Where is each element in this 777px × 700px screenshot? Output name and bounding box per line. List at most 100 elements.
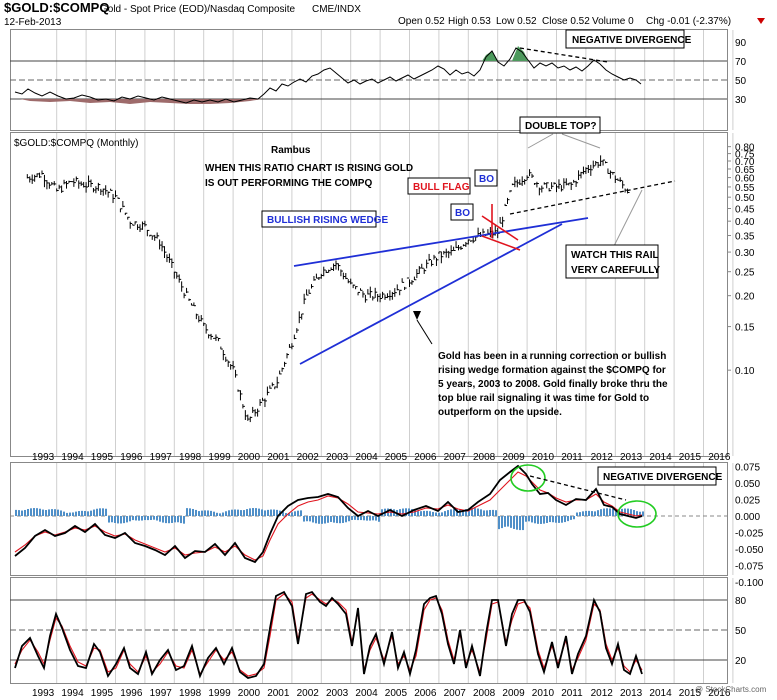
macd-hist-bar [414,509,416,516]
macd-hist-bar [456,509,458,516]
ohlc-low: Low 0.52 [496,16,537,27]
macd-hist-bar [117,516,119,524]
chart-exchange: CME/INDX [312,4,361,15]
macd-hist-bar [366,516,368,521]
stoch-tick: 80 [735,596,747,607]
arrow-icon [413,311,421,320]
bull-flag-label: BULL FLAG [413,182,470,193]
chart-description: Gold - Spot Price (EOD)/Nasdaq Composite [100,4,296,15]
macd-hist-bar [159,516,161,522]
macd-hist-bar [30,508,32,516]
macd-hist-bar [351,516,353,520]
year-label-1993: 1993 [32,452,55,463]
year-label-2001: 2001 [267,688,290,699]
year-label-2004: 2004 [355,452,378,463]
macd-hist-bar [195,509,197,516]
main-tick: 0.20 [735,292,755,303]
year-label-2000: 2000 [238,452,261,463]
macd-hist-bar [54,509,56,516]
macd-hist-bar [210,510,212,516]
rambus-label: Rambus [271,145,311,156]
macd-hist-bar [492,509,494,516]
year-label-1997: 1997 [150,452,173,463]
macd-hist-bar [372,516,374,521]
macd-hist-bar [588,510,590,516]
macd-hist-bar [225,511,227,516]
macd-hist-bar [405,508,407,516]
macd-hist-bar [582,511,584,516]
macd-hist-bar [75,511,77,516]
macd-hist-bar [561,516,563,523]
ohlc-close: Close 0.52 [542,16,590,27]
ohlc-volume: Volume 0 [592,16,634,27]
macd-hist-bar [438,512,440,516]
macd-hist-bar [192,508,194,516]
macd-hist-bar [126,516,128,523]
top-osc-overbought-fill-1 [482,51,498,61]
ohlc-change: Chg -0.01 (-2.37%) [646,16,731,27]
macd-hist-bar [57,509,59,516]
main-tick: 0.50 [735,193,755,204]
macd-tick: 0.025 [735,496,760,507]
macd-hist-bar [135,516,137,521]
macd-hist-bar [378,516,380,522]
top-oscillator-line [14,47,642,104]
macd-hist-bar [312,516,314,523]
macd-hist-bar [324,516,326,524]
watch-rail-box [565,244,659,279]
year-label-2001: 2001 [267,452,290,463]
macd-yaxis: 0.075 0.050 0.025 0.000 -0.025 -0.050 -0.075 -0… [735,463,764,590]
macd-hist-bar [471,508,473,516]
macd-hist-bar [306,516,308,522]
commentary-line-1: Gold has been in a running correction or… [438,351,666,362]
year-label-2009: 2009 [502,452,525,463]
macd-hist-bar [282,511,284,516]
xaxis-year-labels-bottom: 1993 1994 1995 1996 1997 1998 1999 2000 2001 2002… [32,688,731,699]
macd-hist-bar [120,516,122,524]
year-label-1996: 1996 [120,452,143,463]
macd-hist-bar [327,516,329,523]
macd-hist-bar [21,510,23,516]
macd-hist-bar [495,510,497,516]
macd-hist-bar [606,508,608,516]
top-osc-oversold-fill [20,99,262,104]
macd-hist-bar [354,516,356,520]
macd-hist-bar [270,509,272,516]
macd-tick: 0.050 [735,479,760,490]
macd-hist-bar [108,516,110,523]
bo-label-2: BO [455,208,470,219]
macd-hist-bar [252,508,254,516]
macd-hist-bar [609,508,611,516]
macd-hist-bar [483,510,485,516]
macd-hist-bar [141,516,143,521]
macd-hist-bar [285,513,287,516]
main-tick: 0.70 [735,157,755,168]
macd-hist-bar [66,512,68,516]
macd-hist-bar [177,516,179,523]
macd-hist-bar [276,509,278,516]
main-tick: 0.30 [735,248,755,259]
year-label-2008: 2008 [473,688,496,699]
macd-hist-bar [261,509,263,516]
macd-hist-bar [597,510,599,516]
macd-hist-bar [447,510,449,516]
macd-hist-bar [522,516,524,531]
stoch-yaxis: 80 50 20 [735,596,747,667]
macd-hist-bar [345,516,347,523]
macd-hist-bar [255,508,257,516]
macd-hist-bar [510,516,512,528]
arrow-pointer-line [416,319,433,345]
macd-hist-bar [165,516,167,524]
macd-histogram [15,508,644,531]
macd-hist-bar [504,516,506,527]
macd-hist-bar [642,511,644,516]
macd-hist-bar [591,511,593,516]
macd-hist-bar [204,510,206,516]
year-label-2013: 2013 [620,688,643,699]
macd-hist-bar [339,516,341,524]
top-divergence-label: NEGATIVE DIVERGENCE [572,35,692,46]
stoch-tick: 20 [735,656,747,667]
ratio-note-line-1: WHEN THIS RATIO CHART IS RISING GOLD [205,163,413,174]
year-label-2011: 2011 [561,452,583,463]
top-osc-overbought-fill-2 [512,46,528,61]
